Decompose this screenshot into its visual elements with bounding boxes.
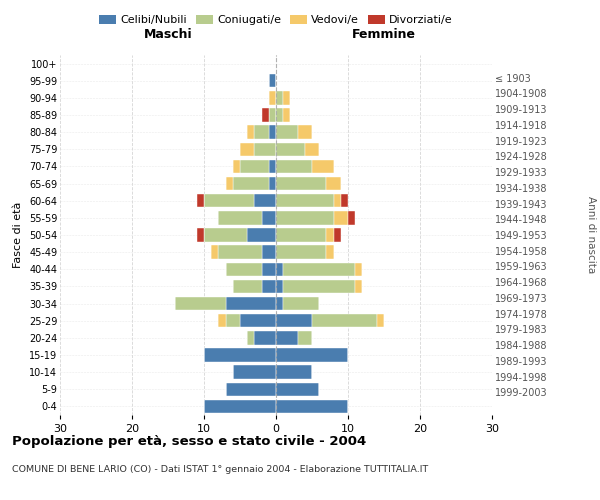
Text: Femmine: Femmine — [352, 28, 416, 42]
Bar — [233, 280, 262, 293]
Bar — [262, 211, 276, 224]
Bar — [276, 262, 283, 276]
Bar — [276, 400, 348, 413]
Bar — [276, 246, 326, 259]
Bar — [262, 108, 269, 122]
Bar — [276, 177, 326, 190]
Bar — [254, 126, 269, 139]
Bar — [276, 126, 298, 139]
Bar — [269, 177, 276, 190]
Bar — [204, 348, 276, 362]
Bar — [276, 331, 298, 344]
Bar — [305, 142, 319, 156]
Bar — [226, 314, 240, 328]
Bar — [348, 211, 355, 224]
Bar — [326, 177, 341, 190]
Bar — [312, 160, 334, 173]
Bar — [218, 246, 262, 259]
Text: Popolazione per età, sesso e stato civile - 2004: Popolazione per età, sesso e stato civil… — [12, 435, 366, 448]
Bar — [204, 194, 254, 207]
Bar — [276, 382, 319, 396]
Legend: Celibi/Nubili, Coniugati/e, Vedovi/e, Divorziati/e: Celibi/Nubili, Coniugati/e, Vedovi/e, Di… — [95, 10, 457, 30]
Bar — [276, 314, 312, 328]
Text: Anni di nascita: Anni di nascita — [586, 196, 596, 274]
Bar — [204, 400, 276, 413]
Bar — [247, 331, 254, 344]
Bar — [312, 314, 377, 328]
Bar — [334, 194, 341, 207]
Bar — [269, 126, 276, 139]
Bar — [247, 126, 254, 139]
Bar — [326, 228, 334, 241]
Bar — [254, 194, 276, 207]
Bar — [204, 228, 247, 241]
Bar — [262, 246, 276, 259]
Bar — [355, 262, 362, 276]
Bar — [233, 160, 240, 173]
Bar — [276, 194, 334, 207]
Bar — [276, 348, 348, 362]
Bar — [377, 314, 384, 328]
Bar — [276, 280, 283, 293]
Bar — [283, 262, 355, 276]
Bar — [226, 262, 262, 276]
Bar — [283, 108, 290, 122]
Bar — [247, 228, 276, 241]
Bar — [276, 108, 283, 122]
Bar — [254, 142, 276, 156]
Bar — [355, 280, 362, 293]
Bar — [218, 314, 226, 328]
Bar — [240, 314, 276, 328]
Bar — [298, 331, 312, 344]
Bar — [240, 160, 269, 173]
Bar — [226, 382, 276, 396]
Bar — [276, 142, 305, 156]
Bar — [233, 177, 269, 190]
Bar — [211, 246, 218, 259]
Text: COMUNE DI BENE LARIO (CO) - Dati ISTAT 1° gennaio 2004 - Elaborazione TUTTITALIA: COMUNE DI BENE LARIO (CO) - Dati ISTAT 1… — [12, 465, 428, 474]
Bar — [276, 228, 326, 241]
Bar — [262, 262, 276, 276]
Bar — [226, 177, 233, 190]
Bar — [326, 246, 334, 259]
Bar — [197, 194, 204, 207]
Bar — [226, 297, 276, 310]
Text: Maschi: Maschi — [143, 28, 193, 42]
Bar — [269, 91, 276, 104]
Bar — [276, 297, 283, 310]
Bar — [218, 211, 262, 224]
Bar — [276, 211, 334, 224]
Bar — [334, 211, 348, 224]
Bar — [334, 228, 341, 241]
Bar — [276, 160, 312, 173]
Bar — [269, 108, 276, 122]
Bar — [298, 126, 312, 139]
Bar — [262, 280, 276, 293]
Bar — [254, 331, 276, 344]
Bar — [276, 366, 312, 379]
Bar — [276, 91, 283, 104]
Bar — [283, 91, 290, 104]
Bar — [341, 194, 348, 207]
Bar — [269, 160, 276, 173]
Bar — [283, 280, 355, 293]
Bar — [197, 228, 204, 241]
Bar — [233, 366, 276, 379]
Bar — [269, 74, 276, 88]
Bar — [175, 297, 226, 310]
Bar — [283, 297, 319, 310]
Y-axis label: Fasce di età: Fasce di età — [13, 202, 23, 268]
Bar — [240, 142, 254, 156]
